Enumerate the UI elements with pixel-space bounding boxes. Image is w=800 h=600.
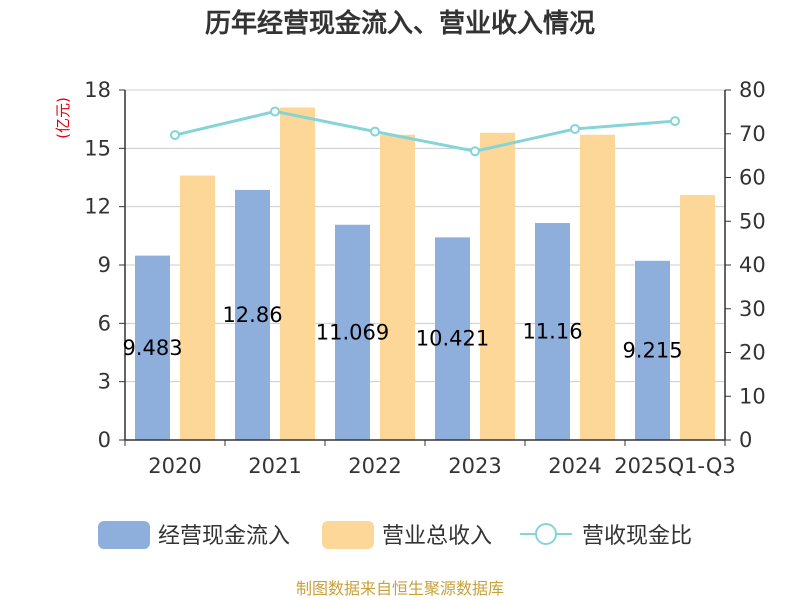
bar-revenue	[580, 134, 615, 440]
line-point	[270, 106, 280, 117]
grid	[125, 89, 725, 383]
bar-revenue	[280, 107, 315, 440]
legend-swatch	[98, 521, 150, 549]
data-label: 11.069	[316, 320, 389, 344]
bar-revenue	[380, 134, 415, 440]
line-series	[170, 106, 680, 157]
right-tick-label: 40	[739, 253, 766, 277]
legend-label: 营业总收入	[382, 524, 492, 549]
line-point	[570, 123, 580, 134]
left-tick-label: 3	[98, 370, 111, 394]
x-tick-label: 2024	[548, 454, 601, 478]
left-tick-label: 9	[98, 253, 111, 277]
line-point	[370, 126, 380, 137]
right-tick-label: 50	[739, 209, 766, 233]
bar-cash-inflow	[435, 237, 470, 440]
legend-swatch	[322, 521, 374, 549]
x-tick-label: 2020	[148, 454, 201, 478]
bar-cash-inflow	[235, 189, 270, 440]
chart-title: 历年经营现金流入、营业收入情况	[205, 8, 595, 39]
line-ratio	[174, 109, 676, 153]
data-labels: 9.483 12.86 11.069 10.421 11.16 9.215	[122, 303, 682, 362]
data-label: 10.421	[416, 327, 489, 351]
x-tick-label: 2025Q1-Q3	[614, 454, 736, 478]
bar-cash-inflow	[335, 224, 370, 440]
right-tick-label: 80	[739, 78, 766, 102]
right-tick-label: 0	[739, 428, 752, 452]
line-point	[170, 130, 180, 141]
legend-label: 经营现金流入	[158, 524, 290, 549]
legend-marker	[535, 523, 557, 545]
x-tick-label: 2021	[248, 454, 301, 478]
right-tick-label: 60	[739, 166, 766, 190]
legend-label: 营收现金比	[582, 524, 692, 549]
line-point	[470, 146, 480, 157]
legend: 经营现金流入 营业总收入 营收现金比	[98, 521, 692, 549]
bar-revenue	[180, 175, 215, 441]
bar-cash-inflow	[135, 255, 170, 440]
bar-revenue	[680, 195, 715, 440]
bar-cash-inflow	[535, 223, 570, 440]
data-label: 9.483	[122, 336, 182, 360]
axes: 0 3 6 9 12 15 18 0 10 20 30 40 50 60 70 80 2020 2021 2022 2…	[84, 78, 765, 478]
bar-cash-inflow	[635, 260, 670, 440]
left-axis-label: (亿元)	[54, 97, 72, 139]
data-label: 11.16	[522, 320, 582, 344]
x-tick-label: 2022	[348, 454, 401, 478]
data-label: 12.86	[222, 303, 282, 327]
right-tick-label: 70	[739, 122, 766, 146]
left-tick-label: 12	[84, 195, 111, 219]
left-tick-label: 18	[84, 78, 111, 102]
source-note: 制图数据来自恒生聚源数据库	[296, 579, 504, 598]
data-label: 9.215	[622, 338, 682, 362]
bar-revenue	[480, 132, 515, 440]
line-point	[670, 116, 680, 127]
right-tick-label: 30	[739, 297, 766, 321]
right-tick-label: 10	[739, 384, 766, 408]
bars	[135, 107, 715, 441]
left-tick-label: 15	[84, 136, 111, 160]
left-tick-label: 6	[98, 311, 111, 335]
x-tick-label: 2023	[448, 454, 501, 478]
left-tick-label: 0	[98, 428, 111, 452]
right-tick-label: 20	[739, 341, 766, 365]
